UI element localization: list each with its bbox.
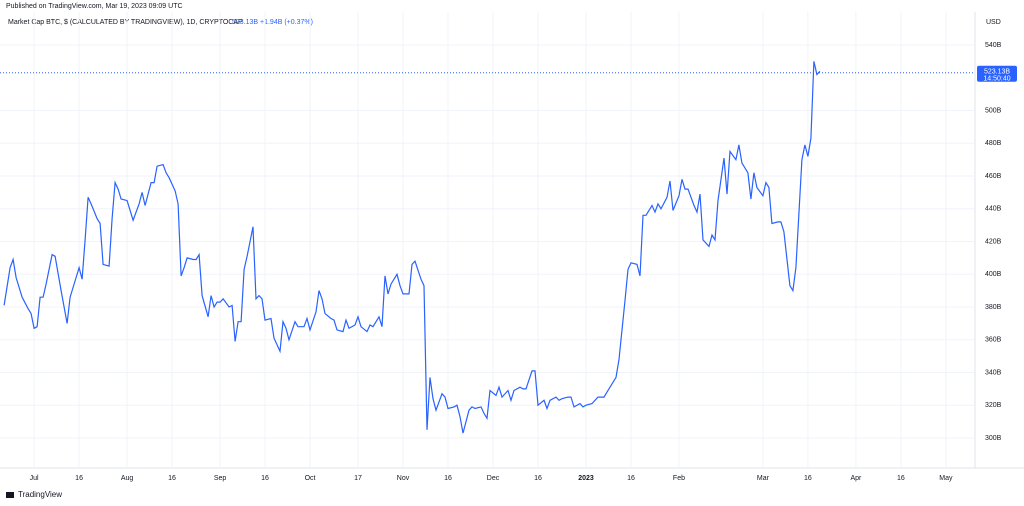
price-line (3, 61, 821, 434)
y-tick-label: 320B (985, 402, 1002, 409)
x-tick-label: Oct (305, 475, 316, 482)
y-tick-label: 500B (985, 107, 1002, 114)
y-tick-label: 360B (985, 337, 1002, 344)
x-tick-label: 2023 (578, 475, 594, 482)
brand-logo: TradingView (6, 490, 62, 499)
y-tick-label: 300B (985, 435, 1002, 442)
x-tick-label: Jul (30, 475, 39, 482)
x-tick-label: 16 (168, 475, 176, 482)
y-tick-label: 540B (985, 42, 1002, 49)
x-tick-label: Sep (214, 475, 227, 482)
y-tick-label: 420B (985, 238, 1002, 245)
countdown: 14:50:40 (983, 76, 1010, 83)
x-tick-label: Nov (397, 475, 410, 482)
x-tick-label: 16 (444, 475, 452, 482)
x-tick-label: Aug (121, 475, 134, 482)
last-price-badge (977, 65, 1017, 82)
y-axis-title: USD (986, 19, 1001, 26)
y-tick-label: 460B (985, 173, 1002, 180)
x-tick-label: Mar (757, 475, 770, 482)
last-price-label: 523.13B (984, 69, 1010, 76)
y-tick-label: 440B (985, 206, 1002, 213)
x-tick-label: 16 (534, 475, 542, 482)
x-tick-label: 17 (354, 475, 362, 482)
x-tick-label: Apr (850, 475, 862, 482)
published-note: Published on TradingView.com, Mar 19, 20… (6, 3, 183, 10)
x-tick-label: Feb (673, 475, 685, 482)
x-tick-label: 16 (75, 475, 83, 482)
legend-close: 523.13B (232, 19, 258, 26)
y-tick-label: 340B (985, 369, 1002, 376)
y-tick-label: 380B (985, 304, 1002, 311)
x-tick-label: May (939, 475, 953, 482)
y-tick-label: 400B (985, 271, 1002, 278)
grid (0, 12, 975, 468)
legend-change: +1.94B (+0.37%) (260, 19, 313, 26)
x-tick-label: 16 (804, 475, 812, 482)
x-tick-label: 16 (627, 475, 635, 482)
legend-symbol: Market Cap BTC, $ (CALCULATED BY TRADING… (8, 19, 243, 26)
brand: TradingView (18, 490, 62, 499)
y-tick-label: 480B (985, 140, 1002, 147)
x-tick-label: Dec (487, 475, 500, 482)
x-tick-label: 16 (261, 475, 269, 482)
x-tick-label: 16 (897, 475, 905, 482)
